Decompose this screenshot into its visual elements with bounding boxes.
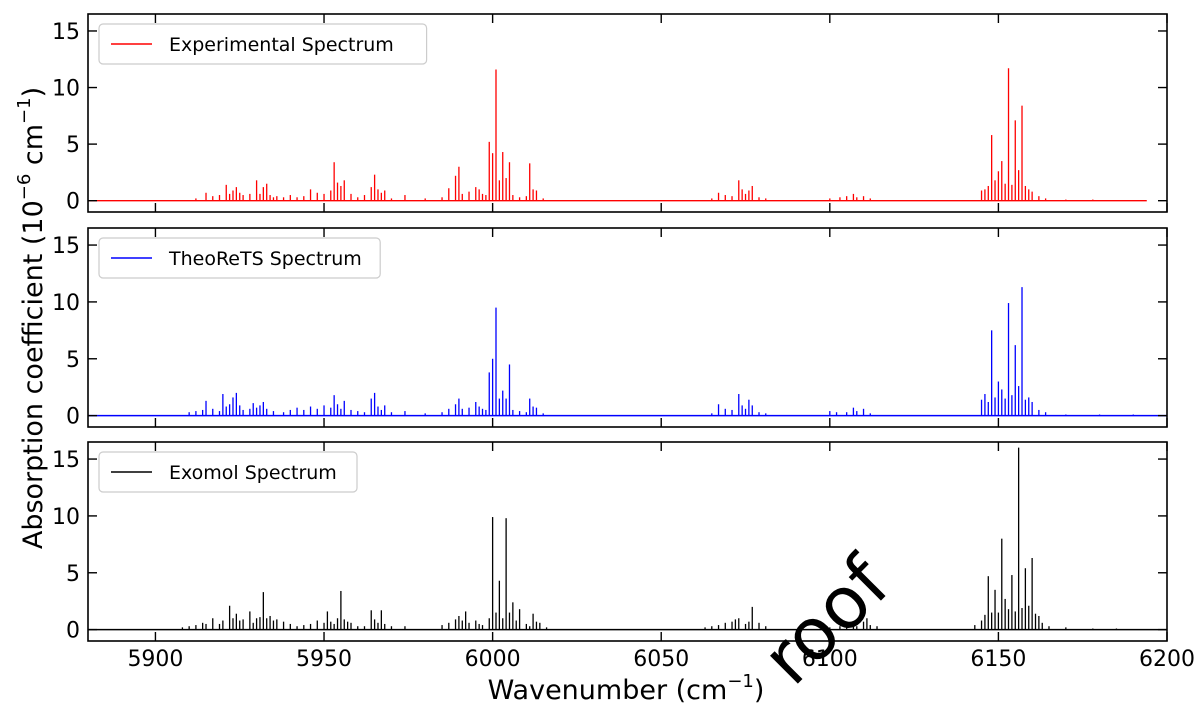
x-axis-label-exponent: −1 xyxy=(727,671,754,692)
legend-exomol: Exomol Spectrum xyxy=(98,451,358,493)
y-tick-label: 15 xyxy=(52,448,80,473)
y-tick-label: 5 xyxy=(66,348,80,373)
y-axis-label-unit-exponent: −1 xyxy=(14,97,35,124)
y-tick-label: 10 xyxy=(52,77,80,102)
legend-box xyxy=(98,23,428,65)
x-tick-label: 6050 xyxy=(633,647,689,672)
legend-label: Experimental Spectrum xyxy=(169,34,394,56)
y-tick-label: 10 xyxy=(52,291,80,316)
watermark: roof xyxy=(746,540,907,701)
panel-exomol: 5900 5950 6000 6050 6100 6150 6200 0 5 10 15 Exomol… xyxy=(52,441,1195,672)
legend-box xyxy=(98,451,358,493)
legend-label: TheoReTS Spectrum xyxy=(168,248,362,270)
panel-experimental: 0 5 10 15 Experimental Spectrum xyxy=(52,13,1168,215)
x-tick-label: 5950 xyxy=(296,647,352,672)
series-lines-experimental xyxy=(195,68,1094,201)
x-tick-label: 6150 xyxy=(970,647,1026,672)
panels: 0 5 10 15 Experimental Spectrum 0 5 10 15 TheoReT… xyxy=(52,13,1195,672)
y-axis-label-main: Absorption coefficient (10 xyxy=(18,200,49,549)
plot-frame-experimental xyxy=(87,13,1168,213)
x-axis-label-close: ) xyxy=(754,675,765,706)
y-axis-label-close: ) xyxy=(18,87,49,98)
y-tick-label: 0 xyxy=(66,405,80,430)
legend-box xyxy=(98,237,381,279)
y-tick-label: 5 xyxy=(66,133,80,158)
series-lines-exomol xyxy=(181,447,1118,630)
y-axis-label-exponent: −6 xyxy=(14,174,35,201)
legend-theorets: TheoReTS Spectrum xyxy=(98,237,381,279)
x-tick-label: 6000 xyxy=(465,647,521,672)
plot-frame-exomol xyxy=(87,441,1168,642)
plot-frame-theorets xyxy=(87,227,1168,428)
legend-label: Exomol Spectrum xyxy=(169,462,337,484)
x-tick-label: 6200 xyxy=(1139,647,1195,672)
y-tick-label: 5 xyxy=(66,562,80,587)
x-axis-label: Wavenumber (cm−1) xyxy=(488,671,765,706)
x-tick-label: 5900 xyxy=(127,647,183,672)
y-axis-label: Absorption coefficient (10−6 cm−1) xyxy=(14,87,49,549)
y-tick-label: 0 xyxy=(66,619,80,644)
panel-theorets: 0 5 10 15 TheoReTS Spectrum xyxy=(52,227,1168,430)
x-axis-label-main: Wavenumber (cm xyxy=(488,675,728,706)
y-tick-label: 0 xyxy=(66,190,80,215)
x-tick-label: 6100 xyxy=(802,647,858,672)
series-lines-theorets xyxy=(188,287,1134,416)
y-tick-label: 15 xyxy=(52,20,80,45)
y-tick-label: 10 xyxy=(52,505,80,530)
y-axis-label-unit: cm xyxy=(18,124,49,174)
legend-experimental: Experimental Spectrum xyxy=(98,23,428,65)
y-tick-label: 15 xyxy=(52,234,80,259)
